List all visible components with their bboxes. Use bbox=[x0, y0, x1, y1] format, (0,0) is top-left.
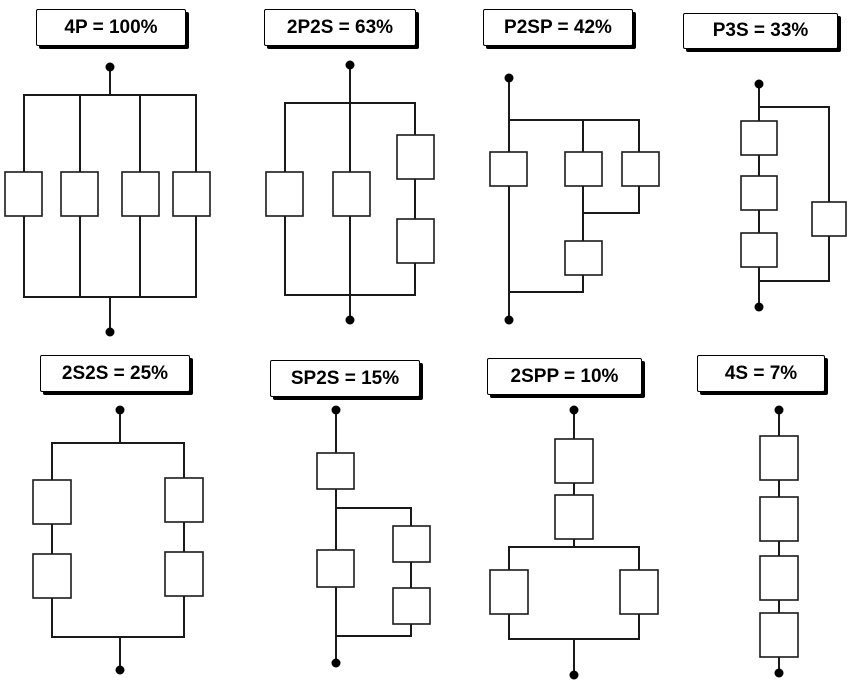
cell bbox=[759, 496, 799, 542]
terminal-dot bbox=[115, 405, 125, 415]
terminal-dot bbox=[504, 315, 514, 325]
label-p3s: P3S = 33% bbox=[683, 13, 838, 49]
label-4s: 4S = 7% bbox=[697, 355, 825, 392]
label-sp2s: SP2S = 15% bbox=[270, 360, 420, 397]
label-2s2s: 2S2S = 25% bbox=[40, 355, 190, 392]
terminal-dot bbox=[331, 658, 341, 668]
cell bbox=[396, 218, 435, 264]
terminal-dot bbox=[754, 302, 764, 312]
cell bbox=[554, 438, 594, 484]
terminal-dot bbox=[569, 405, 579, 415]
cell bbox=[332, 171, 371, 217]
cell bbox=[759, 612, 799, 658]
terminal-dot bbox=[331, 405, 341, 415]
cell bbox=[265, 171, 304, 217]
cell bbox=[740, 232, 778, 268]
label-p2sp: P2SP = 42% bbox=[483, 9, 633, 46]
cell bbox=[392, 587, 431, 625]
circuit-4p bbox=[4, 62, 211, 337]
cell bbox=[396, 134, 435, 180]
circuit-4s bbox=[759, 405, 799, 678]
cell bbox=[316, 549, 355, 588]
circuit-sp2s bbox=[316, 405, 431, 668]
cell bbox=[811, 201, 847, 237]
terminal-dot bbox=[345, 60, 355, 70]
cell bbox=[32, 479, 72, 525]
cell bbox=[489, 569, 529, 615]
cell bbox=[740, 120, 778, 156]
cell bbox=[60, 171, 99, 217]
cell bbox=[164, 477, 204, 523]
cell bbox=[564, 151, 603, 187]
cell bbox=[759, 435, 799, 481]
terminal-dot bbox=[345, 315, 355, 325]
cell bbox=[392, 525, 431, 563]
circuit-p2sp bbox=[489, 73, 660, 325]
circuit-2s2s bbox=[32, 405, 204, 675]
cell bbox=[740, 175, 778, 211]
circuit-p3s bbox=[740, 79, 847, 312]
cell bbox=[619, 569, 659, 615]
cell bbox=[4, 171, 43, 217]
cell bbox=[121, 171, 160, 217]
cell bbox=[316, 452, 355, 490]
terminal-dot bbox=[774, 668, 784, 678]
terminal-dot bbox=[115, 665, 125, 675]
terminal-dot bbox=[105, 62, 115, 72]
label-2p2s: 2P2S = 63% bbox=[264, 9, 416, 46]
cell bbox=[164, 551, 204, 597]
circuit-2spp bbox=[489, 405, 659, 680]
cell bbox=[32, 553, 72, 599]
terminal-dot bbox=[774, 405, 784, 415]
cell bbox=[172, 171, 211, 217]
circuit-2p2s bbox=[265, 60, 435, 325]
terminal-dot bbox=[504, 73, 514, 83]
label-2spp: 2SPP = 10% bbox=[487, 358, 642, 395]
terminal-dot bbox=[105, 327, 115, 337]
terminal-dot bbox=[569, 670, 579, 680]
terminal-dot bbox=[754, 79, 764, 89]
cell bbox=[489, 151, 528, 187]
label-4p: 4P = 100% bbox=[36, 9, 186, 46]
cell bbox=[759, 555, 799, 601]
cell bbox=[621, 151, 660, 187]
cell bbox=[554, 494, 594, 540]
cell bbox=[564, 240, 603, 276]
